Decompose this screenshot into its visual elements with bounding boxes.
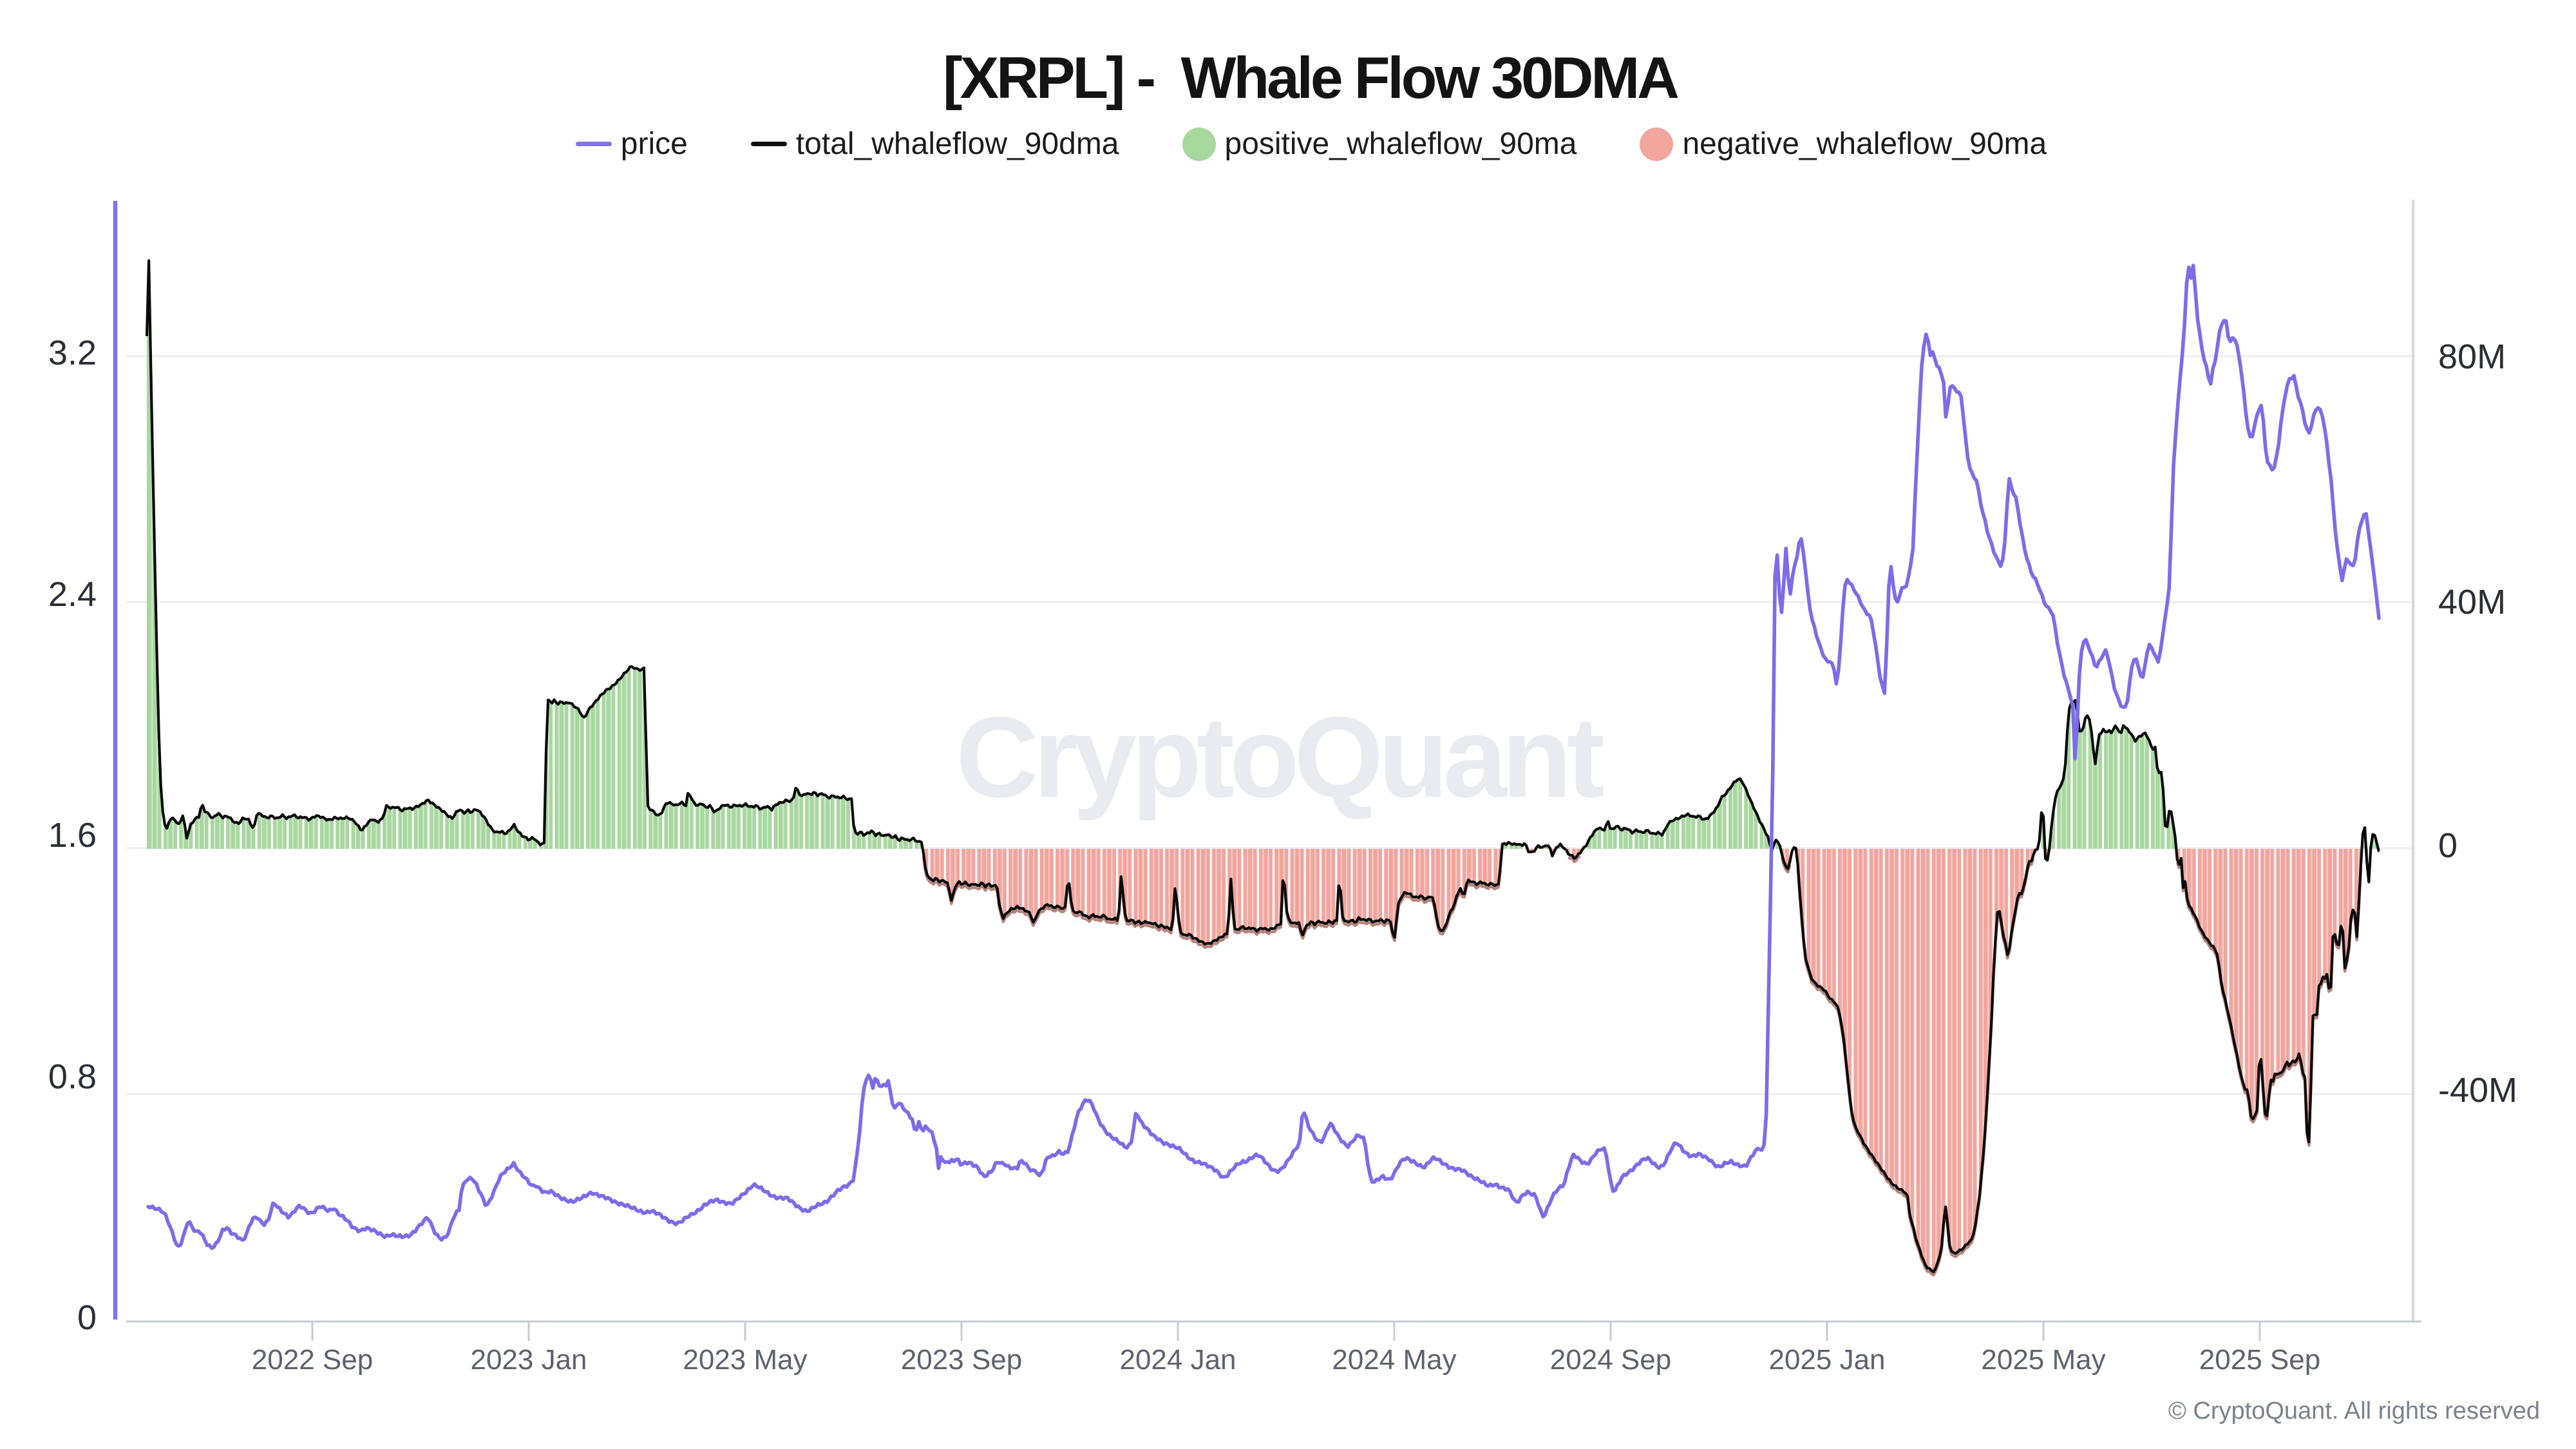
svg-text:CryptoQuant: CryptoQuant: [956, 693, 1604, 821]
svg-text:2023 Jan: 2023 Jan: [470, 1344, 587, 1376]
svg-text:2024 Jan: 2024 Jan: [1119, 1344, 1236, 1376]
svg-text:2024 Sep: 2024 Sep: [1550, 1344, 1671, 1376]
svg-text:2.4: 2.4: [48, 575, 97, 614]
svg-text:40M: 40M: [2438, 583, 2506, 621]
svg-text:3.2: 3.2: [48, 334, 97, 372]
svg-text:0.8: 0.8: [48, 1057, 97, 1096]
svg-text:80M: 80M: [2438, 337, 2506, 376]
svg-text:2024 May: 2024 May: [1332, 1344, 1456, 1376]
svg-text:2023 May: 2023 May: [683, 1344, 807, 1376]
svg-text:2025 May: 2025 May: [1981, 1344, 2105, 1376]
svg-text:© CryptoQuant. All rights rese: © CryptoQuant. All rights reserved: [2168, 1397, 2540, 1425]
svg-text:1.6: 1.6: [48, 816, 97, 855]
svg-text:2025 Sep: 2025 Sep: [2199, 1344, 2320, 1376]
svg-text:0: 0: [77, 1298, 97, 1337]
svg-text:2025 Jan: 2025 Jan: [1768, 1344, 1885, 1376]
svg-text:0: 0: [2438, 826, 2458, 865]
svg-text:2022 Sep: 2022 Sep: [252, 1344, 373, 1376]
svg-text:2023 Sep: 2023 Sep: [901, 1344, 1022, 1376]
svg-text:-40M: -40M: [2438, 1071, 2517, 1110]
